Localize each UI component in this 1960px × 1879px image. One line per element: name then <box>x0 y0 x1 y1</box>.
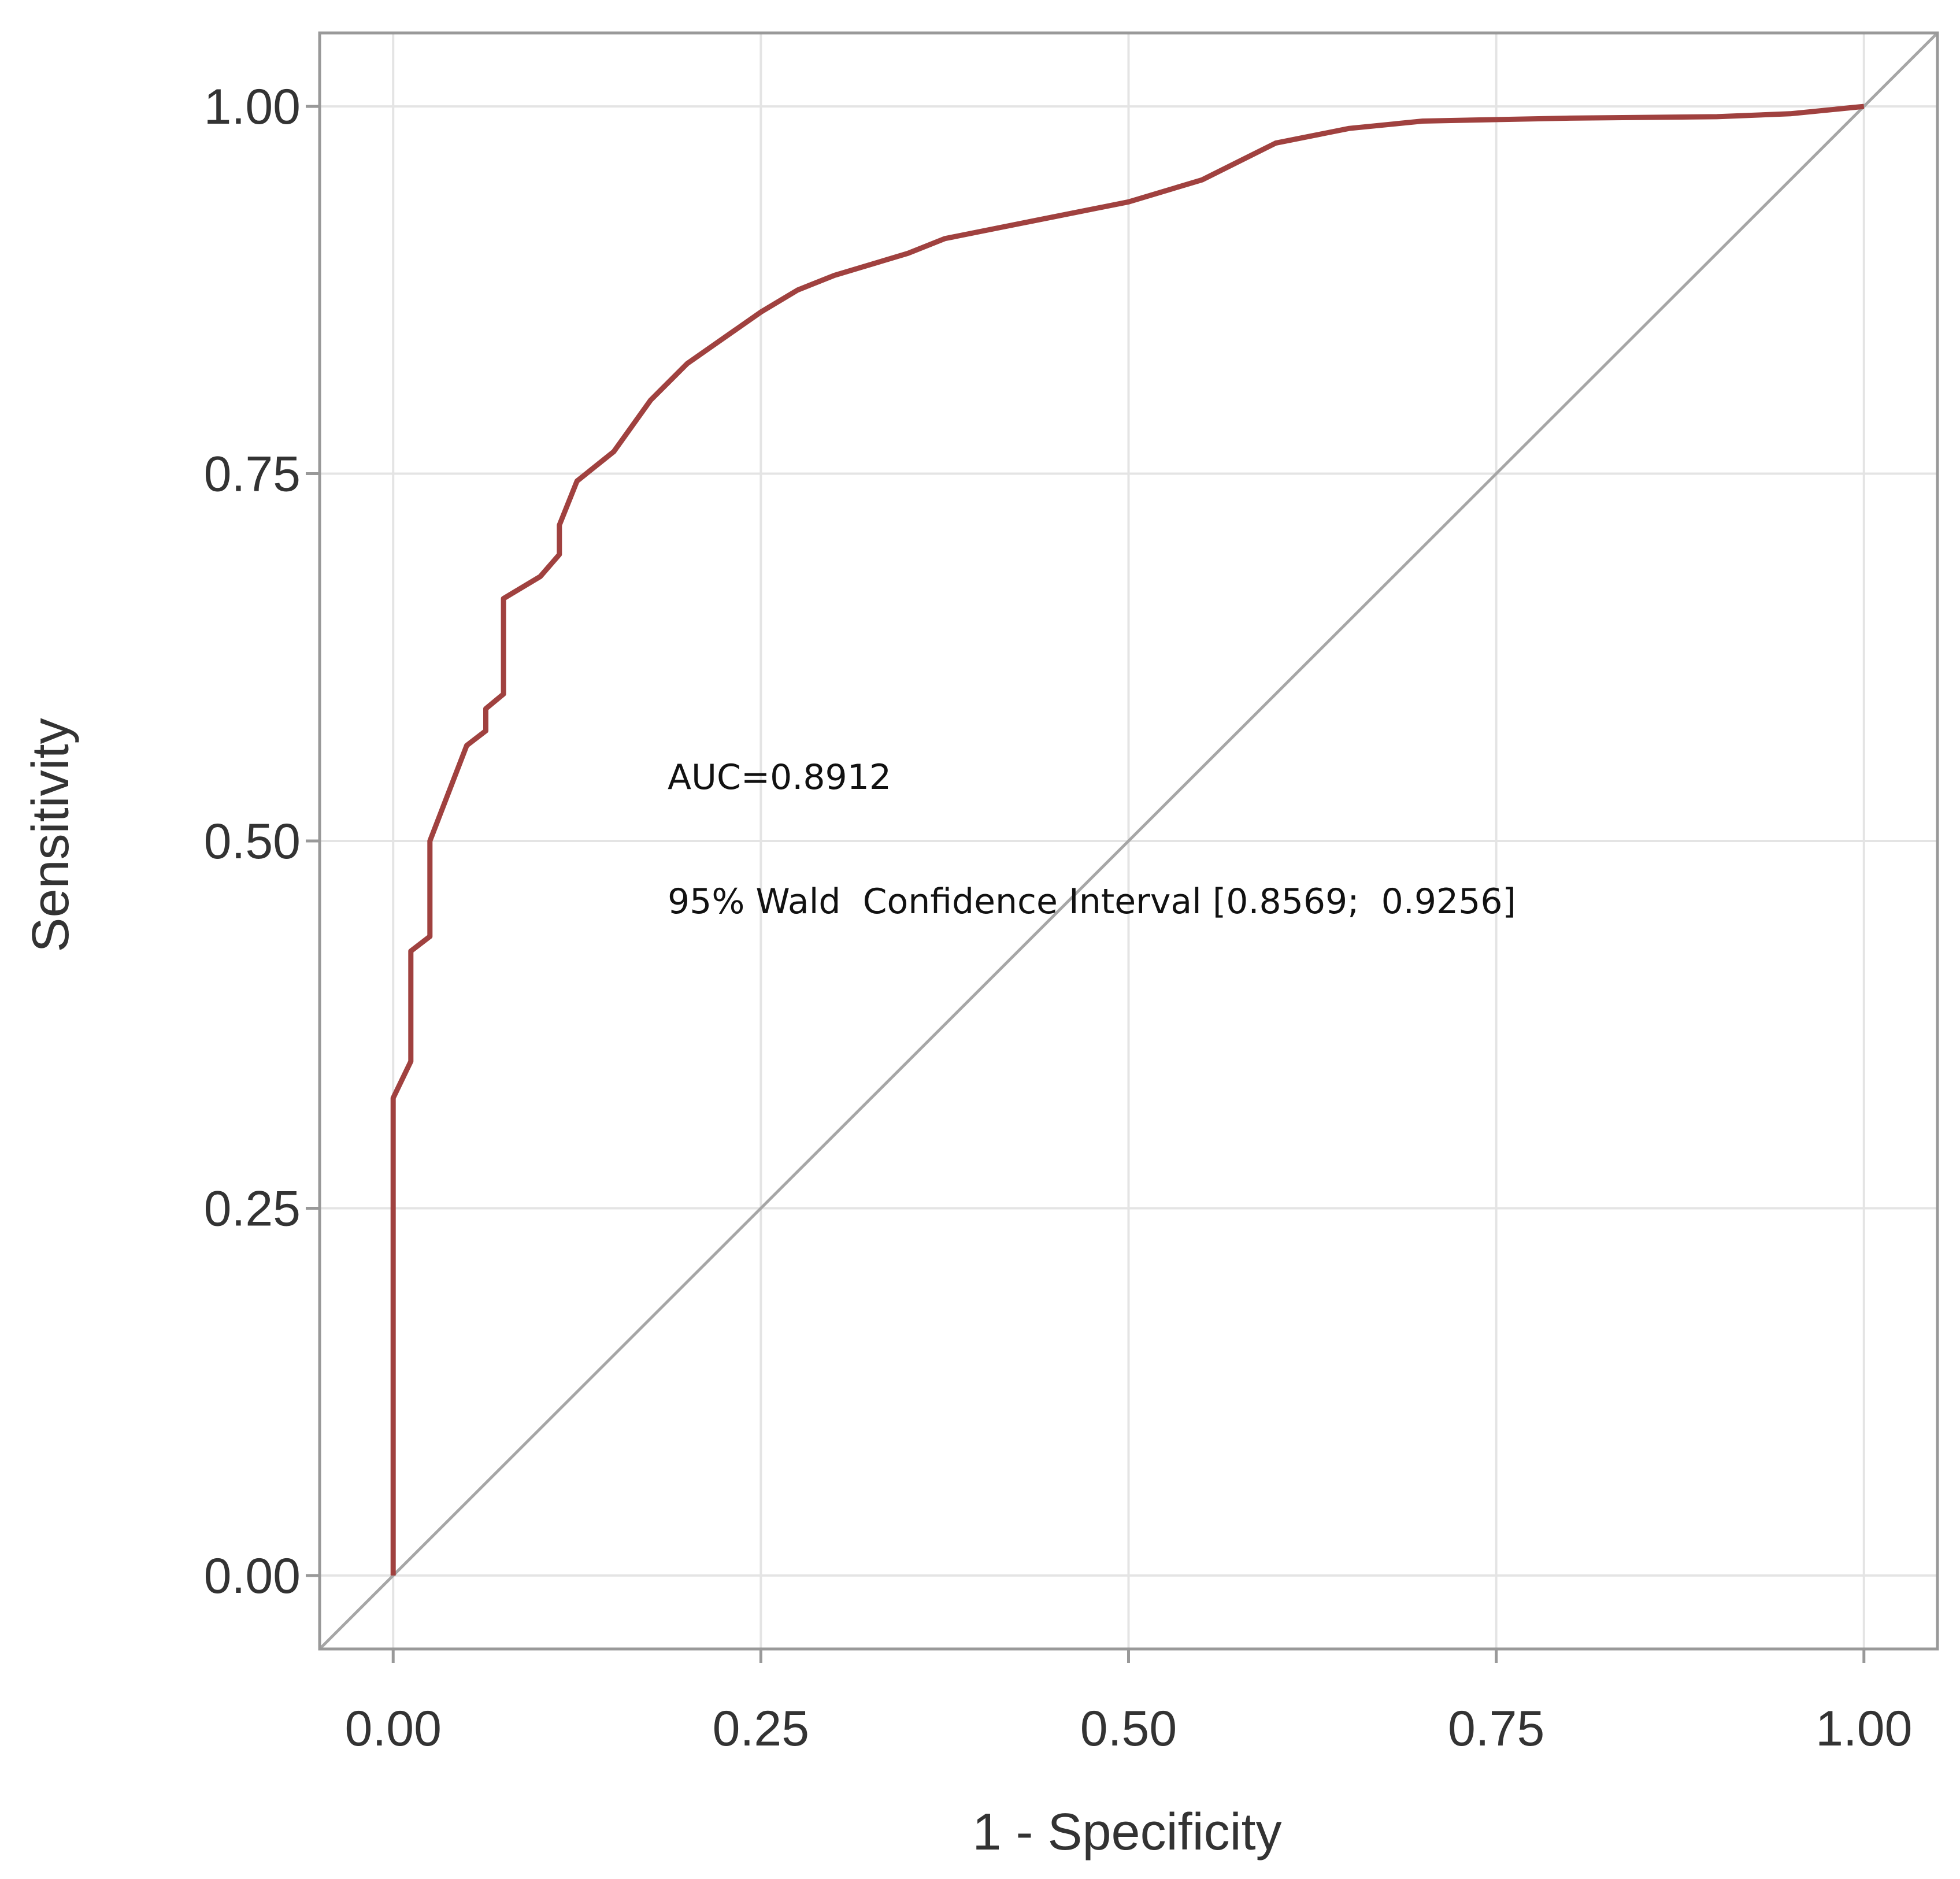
auc-annotation: AUC=0.8912 <box>668 757 891 798</box>
x-tick-label-1: 0.25 <box>713 1701 809 1756</box>
reference-diagonal <box>318 32 1939 1650</box>
axis-ticks <box>306 105 1866 1663</box>
y-tick-labels: 0.00 0.25 0.50 0.75 1.00 <box>204 79 301 1604</box>
confidence-interval-annotation: 95% Wald Confidence Interval [0.8569; 0.… <box>668 881 1516 922</box>
y-tick-label-3: 0.75 <box>204 447 301 502</box>
y-tick-label-1: 0.25 <box>204 1181 301 1236</box>
x-tick-labels: 0.00 0.25 0.50 0.75 1.00 <box>345 1701 1913 1756</box>
y-axis-title: Sensitivity <box>22 718 80 952</box>
x-tick-label-4: 1.00 <box>1815 1701 1912 1756</box>
x-tick-label-3: 0.75 <box>1448 1701 1544 1756</box>
x-axis-title: 1 - Specificity <box>972 1803 1281 1861</box>
y-tick-label-0: 0.00 <box>204 1548 301 1604</box>
x-tick-label-2: 0.50 <box>1080 1701 1177 1756</box>
x-tick-label-0: 0.00 <box>345 1701 442 1756</box>
y-tick-label-4: 1.00 <box>204 79 301 135</box>
y-tick-label-2: 0.50 <box>204 814 301 869</box>
roc-curve-series <box>390 103 1865 1576</box>
